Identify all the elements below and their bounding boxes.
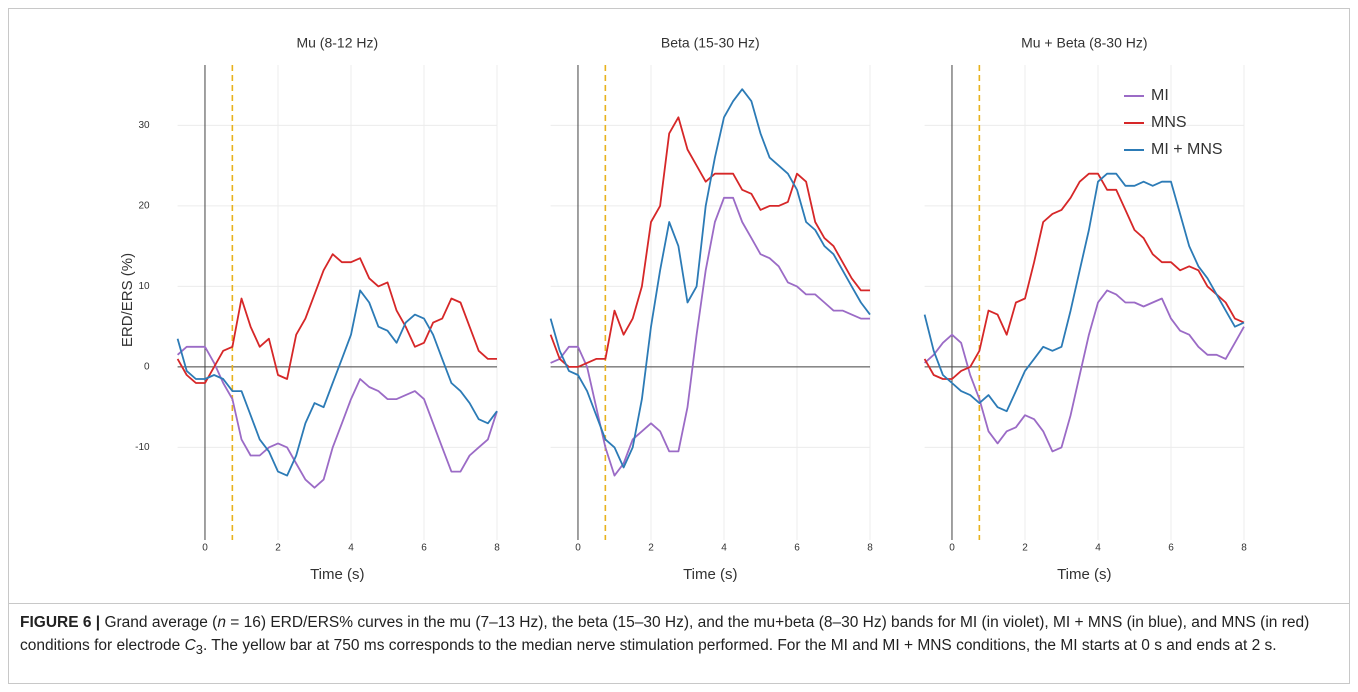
legend-label: MI + MNS — [1151, 141, 1223, 158]
caption-label: FIGURE 6 | — [20, 614, 101, 631]
series-line — [550, 196, 870, 477]
y-tick-label: 30 — [138, 120, 150, 131]
y-tick-label: 10 — [138, 281, 150, 292]
x-tick-label: 2 — [275, 543, 281, 554]
caption-text: n — [217, 614, 226, 631]
chart-title: Mu (8-12 Hz) — [296, 35, 378, 51]
y-axis-label: ERD/ERS (%) — [119, 253, 136, 347]
y-tick-label: 20 — [138, 201, 150, 212]
x-tick-label: 2 — [1022, 543, 1028, 554]
x-tick-label: 2 — [648, 543, 654, 554]
caption-text: . The yellow bar at 750 ms corresponds t… — [202, 637, 1277, 654]
x-tick-label: 0 — [202, 543, 208, 554]
series-line — [923, 172, 1245, 380]
series-line — [924, 289, 1245, 453]
x-axis-label: Time (s) — [683, 566, 737, 583]
x-tick-label: 8 — [494, 543, 500, 554]
caption-text: = 16) ERD/ERS% curves in the mu (7–13 Hz… — [20, 614, 1310, 654]
caption: FIGURE 6 | Grand average (n = 16) ERD/ER… — [20, 611, 1340, 661]
series-line — [923, 172, 1245, 413]
x-tick-label: 8 — [1241, 543, 1247, 554]
x-tick-label: 4 — [348, 543, 354, 554]
chart-title: Beta (15-30 Hz) — [661, 35, 760, 51]
x-tick-label: 8 — [867, 543, 873, 554]
x-tick-label: 4 — [721, 543, 727, 554]
x-axis-label: Time (s) — [1057, 566, 1111, 583]
series-line — [176, 253, 497, 384]
y-tick-label: -10 — [135, 442, 150, 453]
series-line — [549, 88, 871, 469]
x-tick-label: 6 — [794, 543, 800, 554]
x-tick-label: 0 — [949, 543, 955, 554]
series-line — [176, 289, 498, 477]
x-tick-label: 6 — [421, 543, 427, 554]
series-line — [177, 345, 498, 489]
x-tick-label: 4 — [1095, 543, 1101, 554]
legend-label: MI — [1151, 87, 1169, 104]
caption-text: Grand average ( — [104, 614, 218, 631]
frame — [8, 8, 1350, 684]
y-tick-label: 0 — [144, 362, 150, 373]
caption-text: 3 — [195, 642, 203, 658]
legend-label: MNS — [1151, 114, 1187, 131]
x-tick-label: 6 — [1168, 543, 1174, 554]
x-axis-label: Time (s) — [310, 566, 364, 583]
chart-title: Mu + Beta (8-30 Hz) — [1021, 35, 1147, 51]
caption-text: C — [184, 637, 196, 654]
x-tick-label: 0 — [575, 543, 581, 554]
